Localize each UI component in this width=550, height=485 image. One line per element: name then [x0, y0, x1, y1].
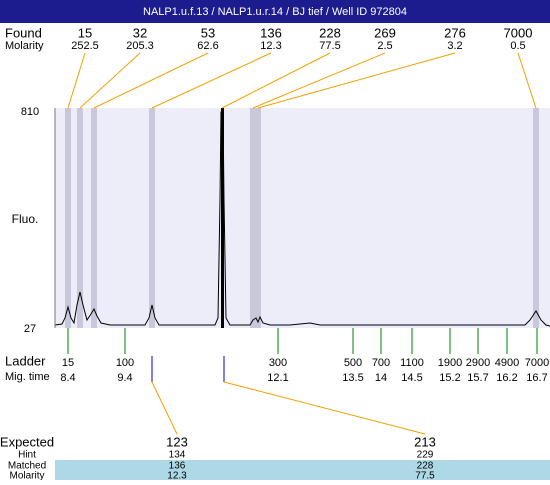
found-molarity: 12.3: [260, 40, 281, 52]
ladder-size: 1100: [400, 357, 424, 369]
result-label: Hint: [18, 450, 36, 461]
ladder-time: 16.7: [526, 372, 547, 384]
result-value: 229: [417, 450, 434, 461]
peak-connector: [257, 52, 456, 109]
peak-band: [65, 108, 71, 328]
ladder-time: 12.1: [267, 372, 288, 384]
connector: [151, 381, 178, 435]
result-label: Matched: [8, 461, 46, 472]
found-molarity: 205.3: [126, 40, 154, 52]
ladder-size: 300: [269, 357, 287, 369]
peak-band: [533, 108, 539, 328]
y-bottom: 27: [24, 323, 36, 335]
result-value: 123: [166, 434, 188, 449]
y-top: 810: [21, 106, 39, 118]
ladder-size: 15: [62, 357, 74, 369]
result-label: Expected: [0, 434, 54, 449]
peak-band: [149, 108, 155, 328]
ladder-time: 9.4: [117, 372, 132, 384]
peak-band: [250, 108, 256, 328]
ladder-size: 100: [116, 357, 134, 369]
peak-connector: [252, 52, 386, 109]
ladder-time: 14: [375, 372, 387, 384]
ladder-size: 7000: [525, 357, 549, 369]
peak-connector: [221, 52, 331, 109]
plot-area: [55, 108, 550, 328]
peak-band: [221, 108, 224, 328]
found-molarity: 3.2: [447, 40, 462, 52]
title: NALP1.u.f.13 / NALP1.u.r.14 / BJ tief / …: [143, 6, 407, 18]
ladder-size: 4900: [495, 357, 519, 369]
ladder-size: 500: [344, 357, 362, 369]
connector: [223, 381, 426, 435]
found-size: 276: [444, 25, 466, 40]
peak-connector: [67, 52, 86, 109]
found-size: 53: [201, 25, 215, 40]
molarity-label: Molarity: [5, 40, 44, 52]
peak-connector: [79, 52, 141, 109]
result-label: Molarity: [9, 471, 44, 480]
ladder-label: Ladder: [5, 353, 46, 368]
trace: [54, 111, 550, 327]
found-size: 269: [374, 25, 396, 40]
ladder-size: 2900: [466, 357, 490, 369]
peak-band: [255, 108, 261, 328]
peak-connector: [517, 52, 537, 109]
title-bar: [0, 0, 550, 23]
matched-highlight: [55, 460, 550, 480]
y-label: Fluo.: [12, 212, 39, 226]
result-value: 77.5: [415, 471, 435, 480]
result-value: 12.3: [167, 471, 187, 480]
ladder-time: 15.7: [467, 372, 488, 384]
found-label: Found: [5, 25, 42, 40]
result-value: 136: [169, 461, 186, 472]
ladder-size: 700: [372, 357, 390, 369]
peak-connector: [151, 52, 272, 109]
found-molarity: 2.5: [377, 40, 392, 52]
ladder-time: 14.5: [401, 372, 422, 384]
ladder-time: 16.2: [496, 372, 517, 384]
found-molarity: 0.5: [510, 40, 525, 52]
peak-connector: [93, 52, 209, 109]
found-size: 32: [133, 25, 147, 40]
found-size: 15: [78, 25, 92, 40]
found-molarity: 62.6: [197, 40, 218, 52]
result-value: 213: [414, 434, 436, 449]
ladder-time: 13.5: [342, 372, 363, 384]
result-value: 228: [417, 461, 434, 472]
peak-band: [91, 108, 97, 328]
result-value: 134: [169, 450, 186, 461]
time-label: Mig. time: [5, 371, 50, 383]
found-size: 136: [260, 25, 282, 40]
ladder-size: 1900: [438, 357, 462, 369]
found-molarity: 77.5: [319, 40, 340, 52]
found-size: 228: [319, 25, 341, 40]
peak-band: [77, 108, 83, 328]
found-molarity: 252.5: [71, 40, 99, 52]
ladder-time: 15.2: [439, 372, 460, 384]
found-size: 7000: [504, 25, 533, 40]
ladder-time: 8.4: [60, 372, 75, 384]
